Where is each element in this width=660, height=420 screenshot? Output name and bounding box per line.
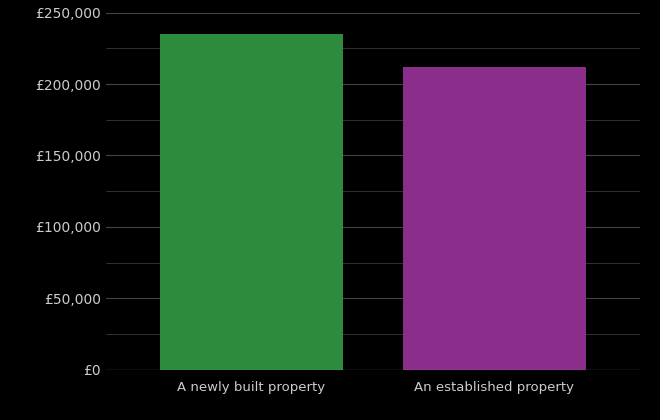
- Bar: [160, 34, 343, 370]
- Bar: [403, 67, 585, 370]
